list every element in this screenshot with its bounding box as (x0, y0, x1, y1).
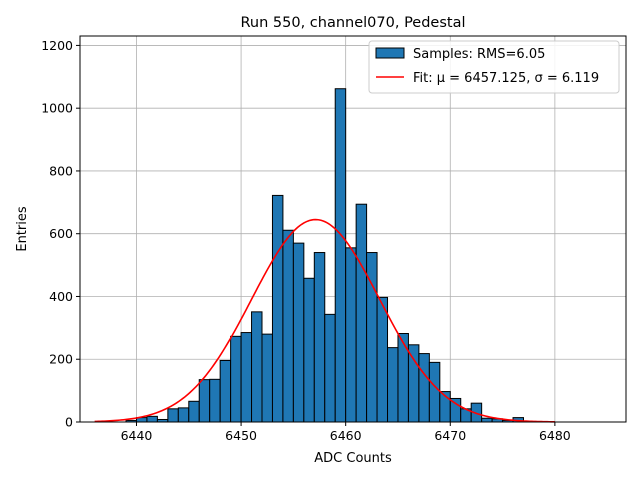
y-tick-label: 1000 (41, 101, 73, 116)
histogram-bar (292, 242, 305, 423)
histogram-bar (219, 359, 232, 423)
axis-ticks: 6440 6450 6460 6470 6480 0 200 400 600 800 1000 120… (41, 38, 571, 443)
histogram-bar (428, 361, 441, 423)
x-tick-label: 6440 (121, 428, 153, 443)
y-tick-label: 200 (49, 352, 73, 367)
histogram-bar (230, 335, 242, 423)
fit-curve (94, 218, 555, 423)
legend-samples-label: Samples: RMS=6.05 (413, 47, 545, 62)
histogram-bar (282, 229, 294, 423)
y-axis-label: Entries (15, 206, 30, 252)
legend-box (368, 40, 620, 94)
x-axis-label: ADC Counts (314, 451, 392, 466)
y-tick-label: 800 (49, 163, 73, 178)
histogram-bar (271, 194, 284, 423)
histogram-bar (198, 379, 211, 423)
histogram-bar (376, 296, 389, 423)
histogram-bar (261, 333, 273, 423)
histogram-bar (387, 347, 399, 423)
x-tick-label: 6480 (539, 428, 571, 443)
axes-frame (79, 35, 627, 423)
histogram-bar (303, 277, 315, 423)
legend: Samples: RMS=6.05 Fit: μ = 6457.125, σ =… (368, 40, 620, 94)
histogram-bar (418, 353, 430, 423)
histogram-bar (146, 415, 158, 423)
y-tick-label: 400 (49, 289, 73, 304)
histogram-bar (481, 417, 493, 423)
histogram-bar (240, 332, 253, 423)
legend-samples-swatch (375, 47, 405, 59)
histogram-bar (251, 311, 263, 423)
x-tick-label: 6450 (225, 428, 257, 443)
histogram-bar (313, 252, 326, 423)
histogram-bar (334, 88, 347, 423)
histogram-bar (324, 313, 336, 423)
histogram-bar (188, 400, 200, 423)
histogram-bar (449, 397, 462, 423)
histogram-bar (355, 203, 368, 423)
histogram-bar (397, 333, 409, 423)
histogram-bar (177, 407, 190, 423)
histogram-bar (209, 378, 221, 423)
histogram-bar (345, 247, 357, 423)
histogram-bar (407, 344, 420, 423)
y-tick-label: 0 (65, 415, 73, 430)
y-tick-label: 1200 (41, 38, 73, 53)
legend-fit-label: Fit: μ = 6457.125, σ = 6.119 (413, 71, 599, 86)
x-tick-label: 6460 (330, 428, 362, 443)
chart-title: Run 550, channel070, Pedestal (240, 15, 465, 31)
y-tick-label: 600 (49, 226, 73, 241)
x-tick-label: 6470 (434, 428, 466, 443)
histogram-bar (167, 408, 179, 423)
